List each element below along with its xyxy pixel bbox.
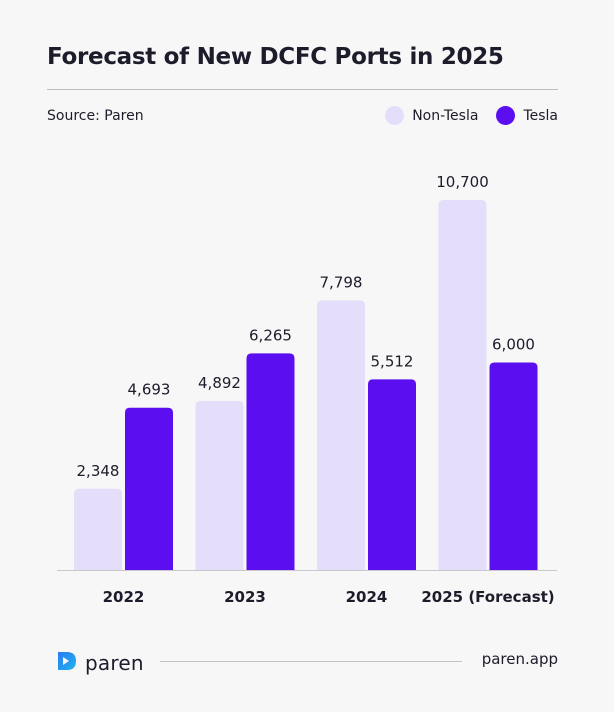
legend-swatch-tesla [496,106,516,125]
bar-non-tesla-2 [317,300,365,570]
data-label-tesla-1: 6,265 [249,326,292,344]
paren-logo-icon [55,649,79,677]
legend-label-non-tesla: Non-Tesla [412,107,479,124]
site-url: paren.app [481,650,558,668]
legend-label-tesla: Tesla [523,107,558,124]
data-label-non-tesla-2: 7,798 [320,273,363,291]
bar-tesla-0 [125,407,173,570]
source-note: Source: Paren [47,108,144,124]
x-tick-label-1: 2023 [224,588,266,606]
footer-divider [160,661,462,662]
x-tick-label-0: 2022 [103,588,145,606]
data-label-tesla-3: 6,000 [492,336,535,354]
bar-tesla-2 [368,379,416,570]
data-label-non-tesla-3: 10,700 [436,173,489,191]
data-label-non-tesla-1: 4,892 [198,374,241,392]
legend-swatch-non-tesla [385,106,405,125]
bar-tesla-1 [246,353,295,570]
brand-logo: paren [55,649,144,677]
chart-title: Forecast of New DCFC Ports in 2025 [47,44,504,70]
legend-item-tesla: Tesla [496,106,558,125]
data-label-tesla-0: 4,693 [128,381,171,399]
bar-non-tesla-1 [195,400,244,570]
x-tick-label-3: 2025 (Forecast) [421,588,554,606]
header-divider [47,89,558,90]
data-label-non-tesla-0: 2,348 [77,462,120,480]
bar-non-tesla-3 [438,200,487,570]
brand-wordmark: paren [85,651,144,675]
data-label-tesla-2: 5,512 [371,352,414,370]
x-tick-label-2: 2024 [346,588,388,606]
bar-tesla-3 [489,362,538,570]
bar-non-tesla-0 [74,488,122,570]
legend: Non-Tesla Tesla [385,106,558,125]
legend-item-non-tesla: Non-Tesla [385,106,478,125]
